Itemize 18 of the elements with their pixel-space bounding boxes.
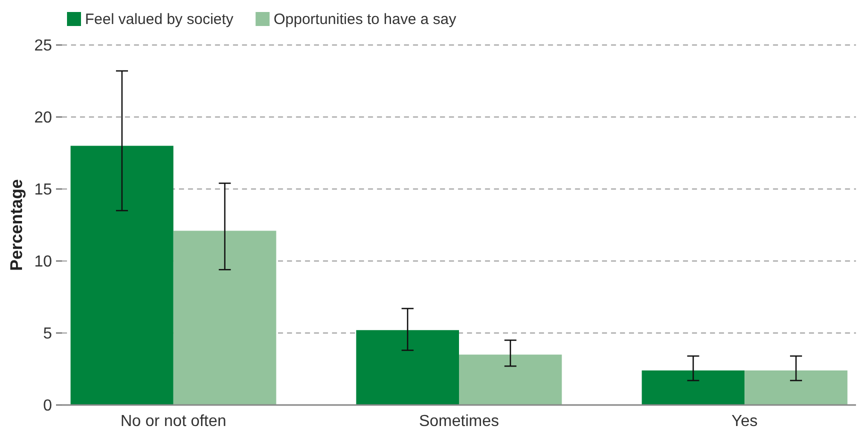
bar [70, 146, 174, 405]
bar [173, 230, 276, 405]
y-tick-label: 5 [43, 326, 52, 343]
y-tick-label: 10 [34, 254, 52, 271]
bar [744, 370, 848, 405]
legend-label: Opportunities to have a say [274, 11, 457, 28]
y-tick-label: 15 [34, 182, 52, 199]
x-tick-label: No or not often [120, 413, 226, 430]
y-tick-label: 25 [34, 38, 52, 55]
bar [642, 370, 745, 405]
y-tick-label: 20 [34, 110, 52, 127]
legend-label: Feel valued by society [85, 11, 234, 28]
y-tick-label: 0 [43, 398, 52, 415]
x-tick-label: Yes [732, 413, 758, 430]
y-axis-title: Percentage [7, 179, 26, 271]
bar [356, 330, 459, 405]
x-tick-label: Sometimes [418, 413, 500, 430]
bar [459, 354, 562, 405]
